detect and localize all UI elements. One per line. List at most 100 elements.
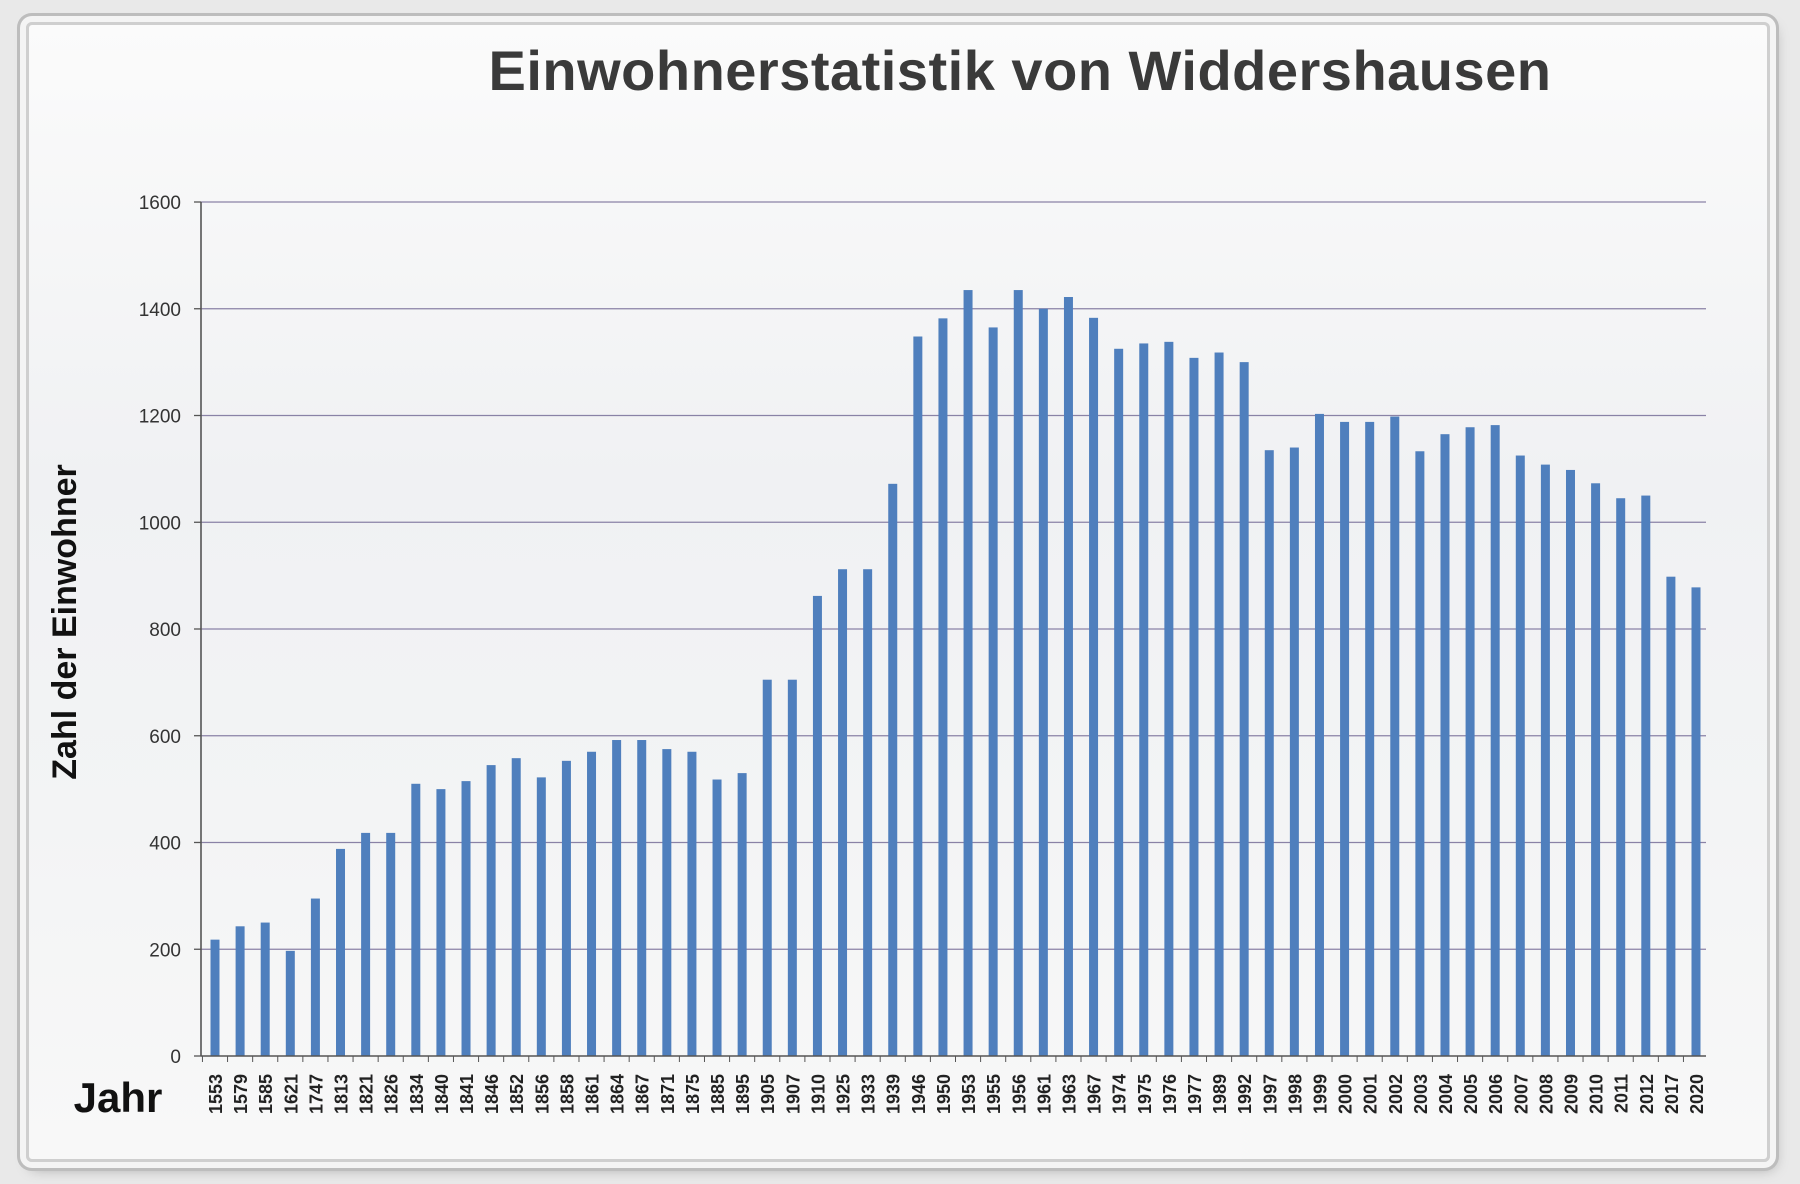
y-tick-label: 1600 — [139, 193, 181, 214]
bar — [1365, 421, 1375, 1056]
x-tick-label: 1858 — [557, 1074, 577, 1114]
bar — [812, 595, 822, 1056]
x-tick-label: 1953 — [959, 1074, 979, 1114]
x-tick-label: 1856 — [532, 1074, 552, 1114]
x-tick-label: 1747 — [306, 1074, 326, 1114]
x-axis-label: Jahr — [74, 1074, 163, 1121]
x-tick-label: 1813 — [332, 1074, 352, 1114]
bar — [637, 740, 647, 1056]
bar — [988, 327, 998, 1056]
chart-title: Einwohnerstatistik von Widdershausen — [488, 39, 1552, 102]
bar — [787, 679, 797, 1056]
x-tick-label: 1967 — [1085, 1074, 1105, 1114]
x-tick-label: 2009 — [1561, 1074, 1581, 1114]
bar — [1616, 498, 1626, 1056]
bar — [1063, 297, 1073, 1056]
x-tick-label: 1905 — [758, 1074, 778, 1114]
bar — [963, 290, 973, 1057]
bar — [310, 898, 320, 1056]
bar — [712, 779, 722, 1056]
x-tick-label: 2012 — [1637, 1074, 1657, 1114]
bar — [1440, 434, 1450, 1056]
y-tick-label: 1400 — [139, 300, 181, 321]
x-tick-label: 1621 — [281, 1074, 301, 1114]
x-tick-label: 1925 — [834, 1074, 854, 1114]
x-tick-label: 1939 — [884, 1074, 904, 1114]
bar — [687, 751, 697, 1056]
x-tick-label: 1864 — [608, 1074, 628, 1114]
x-tick-label: 2004 — [1436, 1074, 1456, 1114]
bar — [1189, 357, 1199, 1057]
x-tick-label: 2017 — [1662, 1074, 1682, 1114]
x-tick-label: 1956 — [1009, 1074, 1029, 1114]
x-tick-label: 2008 — [1536, 1074, 1556, 1114]
bar — [1565, 469, 1575, 1056]
x-tick-label: 1910 — [808, 1074, 828, 1114]
x-tick-label: 1976 — [1160, 1074, 1180, 1114]
bar — [1641, 495, 1651, 1056]
x-tick-label: 1946 — [909, 1074, 929, 1114]
bar — [1289, 447, 1299, 1056]
x-tick-label: 2006 — [1486, 1074, 1506, 1114]
bar — [1139, 343, 1149, 1057]
x-tick-label: 2020 — [1687, 1074, 1707, 1114]
x-tick-label: 2011 — [1612, 1074, 1632, 1113]
x-tick-label: 1950 — [934, 1074, 954, 1114]
bar — [1264, 450, 1274, 1057]
x-tick-label: 1998 — [1285, 1074, 1305, 1114]
x-tick-labels: 1553 1579 1585 1621 1747 1813 1821 1826 1834 1840… — [206, 1074, 1707, 1114]
x-tick-label: 2002 — [1386, 1074, 1406, 1114]
x-tick-label: 1840 — [432, 1074, 452, 1114]
bar — [260, 922, 270, 1056]
bar — [1340, 421, 1350, 1056]
bar — [762, 679, 772, 1056]
bar — [1540, 464, 1550, 1057]
bar — [662, 749, 672, 1056]
x-tick-label: 1997 — [1260, 1074, 1280, 1114]
y-tick-label: 0 — [170, 1047, 181, 1068]
bar — [486, 765, 496, 1056]
y-tick-label: 600 — [149, 727, 181, 748]
bar — [838, 569, 848, 1056]
x-tick-label: 1975 — [1135, 1074, 1155, 1114]
bar — [1390, 416, 1400, 1056]
x-tick-label: 1895 — [733, 1074, 753, 1114]
x-tick-label: 1963 — [1059, 1074, 1079, 1114]
x-tick-label: 2010 — [1587, 1074, 1607, 1114]
bar — [1591, 483, 1601, 1056]
x-tick-label: 1579 — [231, 1074, 251, 1114]
x-tick-label: 1826 — [382, 1074, 402, 1114]
bar — [235, 926, 245, 1056]
x-tick-label: 1846 — [482, 1074, 502, 1114]
bars — [210, 290, 1701, 1057]
grid-layer — [194, 201, 1706, 1062]
bar — [361, 832, 371, 1056]
x-tick-label: 1974 — [1110, 1074, 1130, 1114]
bar — [1314, 413, 1324, 1056]
bar — [1214, 352, 1224, 1057]
bar — [888, 483, 898, 1056]
bar — [436, 789, 446, 1056]
bar — [285, 950, 295, 1056]
x-tick-label: 1992 — [1235, 1074, 1255, 1114]
x-tick-label: 1955 — [984, 1074, 1004, 1114]
y-tick-label: 1200 — [139, 407, 181, 428]
x-tick-label: 1907 — [783, 1074, 803, 1114]
bar — [938, 318, 948, 1056]
bar — [1038, 308, 1048, 1056]
x-tick-label: 1841 — [457, 1074, 477, 1114]
y-tick-label: 800 — [149, 620, 181, 641]
bar — [511, 758, 521, 1056]
y-tick-label: 400 — [149, 834, 181, 855]
bar — [1691, 587, 1701, 1056]
x-tick-label: 1999 — [1310, 1074, 1330, 1114]
bar — [1114, 348, 1124, 1056]
x-tick-label: 2007 — [1511, 1074, 1531, 1114]
bar — [612, 740, 622, 1056]
bar — [461, 781, 471, 1056]
y-tick-label: 1000 — [139, 513, 181, 534]
x-tick-label: 1933 — [859, 1074, 879, 1114]
bar — [863, 569, 873, 1056]
bar — [536, 777, 546, 1056]
